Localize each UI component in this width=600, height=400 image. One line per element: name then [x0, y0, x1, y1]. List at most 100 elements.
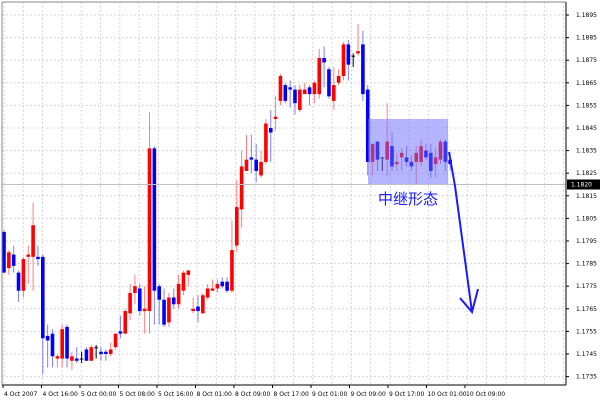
candle	[191, 297, 195, 314]
candle	[239, 150, 244, 228]
candle-body	[181, 272, 186, 291]
candle	[322, 46, 326, 88]
candle	[365, 85, 370, 176]
candle	[244, 134, 249, 171]
y-tick-label: 1.1755	[576, 328, 597, 335]
candle-body	[55, 356, 60, 359]
candle	[230, 220, 234, 293]
candle	[317, 48, 322, 99]
candle	[312, 80, 317, 104]
candle	[45, 324, 50, 368]
candle	[249, 134, 254, 174]
candle	[259, 150, 263, 178]
x-tick-label: 5 Oct 16:00	[158, 391, 193, 398]
candle	[16, 270, 21, 303]
candle-body	[230, 250, 234, 291]
candle	[327, 66, 331, 99]
candle	[162, 288, 166, 327]
candle-body	[152, 148, 157, 291]
candle	[7, 250, 11, 275]
candle	[99, 347, 103, 361]
candle-body	[346, 44, 351, 65]
y-tick-label: 1.1825	[576, 170, 597, 177]
candle-body	[201, 295, 205, 314]
candle	[84, 347, 89, 361]
candle	[152, 146, 157, 325]
candle	[293, 85, 297, 115]
candle	[118, 315, 123, 339]
x-tick-label: 5 Oct 00:00	[81, 391, 116, 398]
candle	[176, 274, 181, 309]
candle	[302, 82, 307, 95]
candle-body	[89, 347, 94, 361]
candle	[60, 324, 64, 368]
candle	[210, 279, 215, 291]
candle-body	[239, 166, 244, 210]
candle-body	[244, 159, 249, 171]
candle-body	[84, 349, 89, 361]
candle-body	[254, 159, 258, 171]
candle-body	[157, 286, 161, 300]
candle-body	[288, 87, 292, 90]
x-tick-label: 8 Oct 09:00	[235, 391, 270, 398]
candle-body	[176, 283, 181, 305]
candle-body	[36, 256, 40, 260]
candle	[288, 80, 292, 108]
candle-body	[74, 358, 79, 361]
candle	[2, 229, 6, 273]
candle	[196, 295, 200, 323]
candle	[356, 24, 360, 56]
y-tick-label: 1.1855	[576, 102, 597, 109]
candle-body	[99, 351, 103, 354]
candle-body	[31, 225, 35, 257]
candle	[264, 118, 268, 165]
candle-body	[235, 207, 239, 246]
candle-body	[171, 297, 176, 305]
y-tick-label: 1.1805	[576, 215, 597, 222]
x-tick-label: 9 Oct 01:00	[312, 391, 347, 398]
candle-body	[70, 356, 74, 361]
candle	[361, 30, 365, 101]
candle	[307, 85, 312, 106]
y-tick-label: 1.1895	[576, 12, 597, 19]
candle-body	[7, 252, 11, 269]
candle	[108, 342, 113, 357]
candle	[55, 354, 60, 368]
candle-body	[278, 76, 283, 101]
candle	[138, 283, 142, 316]
candle	[268, 109, 273, 162]
candle-body	[16, 272, 21, 291]
candle	[104, 349, 108, 361]
candle	[123, 308, 128, 334]
candle	[65, 324, 69, 368]
grid	[2, 2, 566, 385]
down-arrow-icon	[448, 151, 473, 313]
x-tick-label: 5 Oct 08:00	[120, 391, 155, 398]
candle	[89, 344, 94, 361]
candle-body	[264, 123, 268, 162]
candle-body	[365, 89, 370, 162]
y-tick-label: 1.1745	[576, 351, 597, 358]
candle-body	[322, 57, 326, 63]
candle-body	[249, 157, 254, 160]
x-tick-label: 9 Oct 17:00	[389, 391, 424, 398]
candle-body	[79, 358, 84, 360]
candle-body	[302, 89, 307, 95]
candle	[181, 270, 186, 296]
y-tick-label: 1.1775	[576, 283, 597, 290]
candle-body	[283, 85, 288, 101]
y-tick-label: 1.1795	[576, 238, 597, 245]
candle	[113, 333, 118, 350]
candle-body	[196, 306, 200, 312]
x-tick-label: 10 Oct 01:00	[428, 391, 467, 398]
candle-body	[26, 254, 31, 257]
x-tick-label: 4 Oct 2007	[4, 391, 37, 398]
candle	[351, 53, 355, 67]
candle-body	[41, 256, 45, 339]
candle	[283, 82, 288, 104]
y-tick-label: 1.1845	[576, 125, 597, 132]
candle-body	[225, 281, 229, 291]
consolidation-highlight-box	[368, 118, 448, 185]
